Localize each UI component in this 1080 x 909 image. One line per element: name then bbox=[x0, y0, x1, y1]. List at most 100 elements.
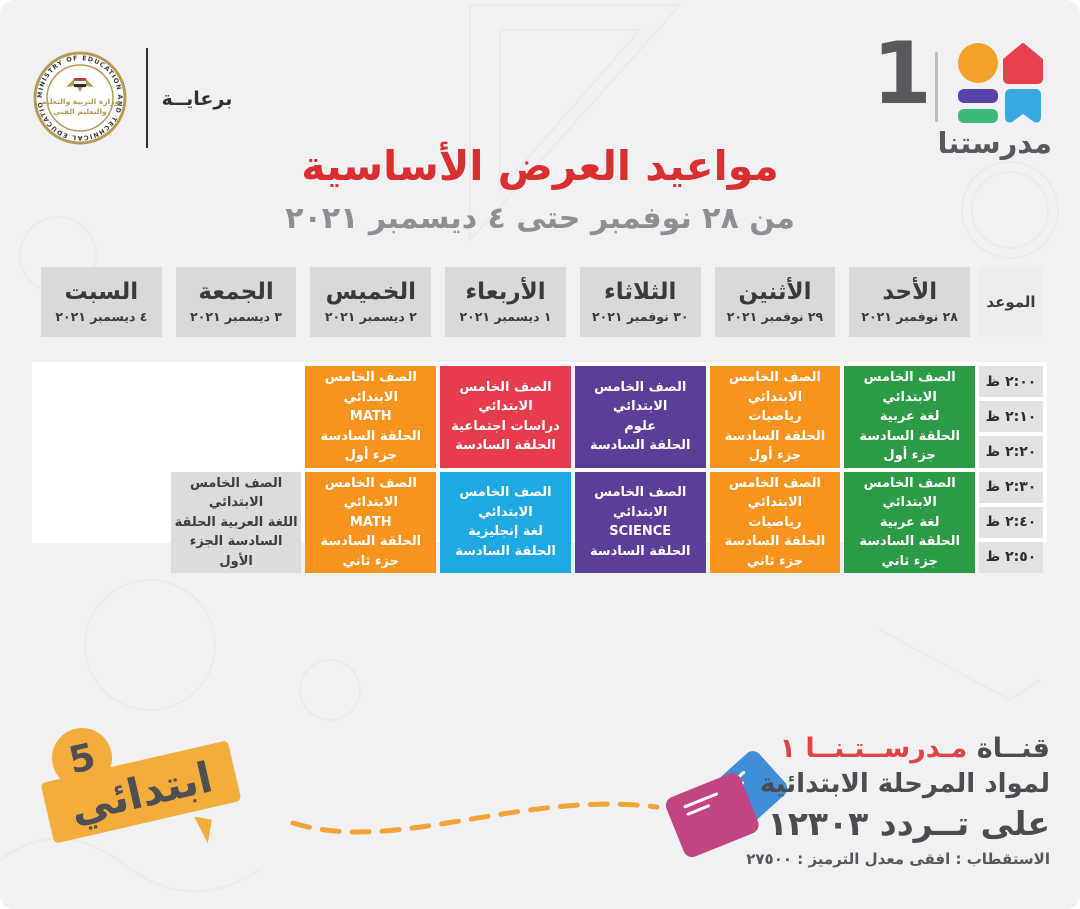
schedule-cell: الصف الخامس الابتدائي MATH الحلقة السادسة ج… bbox=[305, 471, 437, 573]
schedule-cell-line: SCIENCE bbox=[609, 524, 672, 540]
schedule-cell-line: الصف الخامس الابتدائي bbox=[728, 475, 822, 511]
seal-arabic-line2: والتعليم الفني bbox=[53, 107, 107, 116]
page-subtitle: من ٢٨ نوفمبر حتى ٤ ديسمبر ٢٠٢١ bbox=[285, 201, 795, 236]
day-date: ٣ ديسمبر ٢٠٢١ bbox=[190, 308, 283, 324]
schedule-cell-line: جزء أول bbox=[883, 448, 936, 463]
schedule-cell-line: الصف الخامس الابتدائي bbox=[594, 485, 687, 520]
schedule-cell: الصف الخامس الابتدائي SCIENCE الحلقة الساد… bbox=[574, 471, 706, 573]
page-title: مواعيد العرض الأساسية bbox=[301, 142, 779, 190]
schedule-cell-line: الحلقة السادسة bbox=[724, 534, 826, 549]
schedule-cell-empty bbox=[36, 472, 167, 574]
time-slot-group: ٢:٣٠ ظ ٢:٤٠ ظ ٢:٥٠ ظ bbox=[979, 471, 1043, 574]
schedule-cell: الصف الخامس الابتدائي MATH الحلقة السادسة ج… bbox=[305, 366, 437, 468]
day-name: الخميس bbox=[325, 279, 417, 306]
grade-badge-tail bbox=[190, 816, 212, 844]
schedule-cell-line: الحلقة السادسة bbox=[859, 534, 960, 549]
day-name: الجمعة bbox=[198, 279, 274, 306]
schedule-cell-line: لغة عربية bbox=[879, 409, 940, 424]
schedule-cell-line: رياضيات bbox=[748, 514, 802, 530]
schedule-cell: الصف الخامس الابتدائي علوم الحلقة السادسة bbox=[574, 366, 706, 468]
day-header-cell: الأربعاء ١ ديسمبر ٢٠٢١ bbox=[445, 267, 566, 337]
schedule-cell-line: لغة إنجليزية bbox=[468, 524, 543, 540]
schedule-cell-line: السادسة الجزء الأول bbox=[189, 534, 283, 569]
day-header-cell: الخميس ٢ ديسمبر ٢٠٢١ bbox=[310, 267, 432, 337]
madrasetna-logo-icon bbox=[958, 43, 1043, 123]
schedule-cell-line: جزء ثاني bbox=[746, 553, 804, 569]
schedule-cell-line: الحلقة السادسة bbox=[724, 428, 826, 444]
time-slot: ٢:٤٠ ظ bbox=[979, 506, 1043, 538]
schedule-body: ٢:٠٠ ظ ٢:١٠ ظ ٢:٢٠ ظ الصف الخامس الابتدائي ل… bbox=[32, 362, 1047, 574]
schedule-header-row: الموعد الأحد ٢٨ نوفمبر ٢٠٢١ الأثنين ٢٩ نوفم… bbox=[32, 267, 1047, 337]
channel-frequency: على تــردد ١٢٣٠٣ bbox=[767, 804, 1050, 843]
time-slot: ٢:٠٠ ظ bbox=[979, 366, 1043, 398]
schedule-cell-line: رياضيات bbox=[748, 409, 802, 424]
schedule-cell: الصف الخامس الابتدائي اللغة العربية الحلق… bbox=[170, 471, 302, 573]
dashed-line bbox=[290, 801, 660, 835]
schedule-cell-line: الصف الخامس الابتدائي bbox=[594, 379, 687, 415]
time-slot: ٢:٥٠ ظ bbox=[979, 541, 1043, 574]
schedule-cell-line: الحلقة السادسة bbox=[320, 534, 422, 549]
schedule-cell-line: MATH bbox=[349, 514, 392, 530]
time-slot: ٢:٢٠ ظ bbox=[979, 436, 1043, 468]
schedule-cell-line: جزء ثاني bbox=[881, 553, 938, 569]
day-name: السبت bbox=[64, 279, 139, 306]
day-header-cell: السبت ٤ ديسمبر ٢٠٢١ bbox=[41, 267, 162, 337]
time-slot: ٢:١٠ ظ bbox=[979, 401, 1043, 433]
channel-name-red: مـدرســتـنــا ١ bbox=[779, 733, 968, 764]
patronage-divider bbox=[146, 48, 148, 148]
schedule-cell: الصف الخامس الابتدائي لغة إنجليزية الحلقة … bbox=[440, 471, 571, 573]
day-date: ٢٩ نوفمبر ٢٠٢١ bbox=[726, 308, 824, 324]
channel-info-line2: لمواد المرحلة الابتدائية bbox=[760, 769, 1050, 799]
day-name: الأربعاء bbox=[465, 279, 546, 306]
schedule-cell-line: الصف الخامس الابتدائي bbox=[189, 475, 283, 511]
eagle-emblem-icon bbox=[66, 78, 94, 92]
schedule-cell-line: الصف الخامس الابتدائي bbox=[324, 370, 417, 405]
schedule-cell-line: الحلقة السادسة bbox=[455, 543, 556, 559]
day-date: ٢ ديسمبر ٢٠٢١ bbox=[324, 308, 417, 324]
schedule-cell: الصف الخامس الابتدائي دراسات اجتماعية الحل… bbox=[440, 366, 571, 468]
channel-logo-divider bbox=[935, 52, 938, 122]
day-header-cell: الأثنين ٢٩ نوفمبر ٢٠٢١ bbox=[714, 267, 836, 337]
day-name: الثلاثاء bbox=[604, 279, 677, 306]
day-date: ٤ ديسمبر ٢٠٢١ bbox=[55, 308, 148, 324]
time-slot-group: ٢:٠٠ ظ ٢:١٠ ظ ٢:٢٠ ظ bbox=[979, 366, 1043, 468]
schedule-cell-line: جزء أول bbox=[344, 448, 398, 463]
schedule-cell-line: الصف الخامس الابتدائي bbox=[459, 485, 552, 520]
schedule-cell-line: الصف الخامس الابتدائي bbox=[863, 370, 956, 405]
ministry-seal-logo: MINISTRY OF EDUCATION AND TECHNICAL EDUC… bbox=[33, 51, 127, 145]
schedule-cell: الصف الخامس الابتدائي رياضيات الحلقة الساد… bbox=[709, 471, 841, 573]
day-date: ١ ديسمبر ٢٠٢١ bbox=[459, 308, 552, 324]
schedule-cell-line: الحلقة السادسة bbox=[859, 428, 960, 444]
schedule-cell-line: الحلقة السادسة bbox=[455, 438, 556, 454]
schedule-cell-line: الصف الخامس الابتدائي bbox=[728, 370, 822, 405]
schedule-cell-line: لغة عربية bbox=[879, 514, 940, 530]
schedule-cell: الصف الخامس الابتدائي لغة عربية الحلقة الس… bbox=[844, 366, 975, 468]
day-header-cell: الثلاثاء ٣٠ نوفمبر ٢٠٢١ bbox=[579, 267, 701, 337]
schedule-cell-line: اللغة العربية الحلقة bbox=[174, 514, 298, 530]
day-name: الأثنين bbox=[738, 279, 812, 306]
schedule-cell-line: الصف الخامس الابتدائي bbox=[459, 379, 552, 415]
day-date: ٣٠ نوفمبر ٢٠٢١ bbox=[591, 308, 689, 324]
day-header-cell: الجمعة ٣ ديسمبر ٢٠٢١ bbox=[175, 267, 297, 337]
time-slot: ٢:٣٠ ظ bbox=[979, 471, 1043, 503]
schedule-cell-line: جزء أول bbox=[748, 448, 802, 463]
schedule-cell-line: دراسات اجتماعية bbox=[451, 418, 560, 434]
grade-badge: 5 ابتدائي bbox=[40, 722, 255, 852]
schedule-cell-line: MATH bbox=[349, 409, 392, 424]
day-header-cell: الأحد ٢٨ نوفمبر ٢٠٢١ bbox=[849, 267, 970, 337]
seal-arabic-line1: وزارة التربية والتعليم bbox=[41, 97, 120, 106]
schedule-cell: الصف الخامس الابتدائي لغة عربية الحلقة الس… bbox=[844, 471, 975, 573]
schedule-cell: الصف الخامس الابتدائي رياضيات الحلقة الساد… bbox=[709, 366, 841, 468]
schedule-cell-line: الصف الخامس الابتدائي bbox=[324, 475, 417, 511]
channel-number: 1 bbox=[872, 24, 932, 124]
schedule-cell-line: علوم bbox=[624, 418, 657, 434]
channel-info-line1: قنــاة مـدرســتـنــا ١ bbox=[620, 733, 1050, 764]
channel-prefix: قنــاة bbox=[976, 733, 1050, 764]
schedule-cell-line: الحلقة السادسة bbox=[320, 428, 422, 444]
schedule-cell-empty bbox=[171, 366, 302, 468]
channel-polarization: الاستقطاب : افقى معدل الترميز : ٢٧٥٠٠ bbox=[746, 850, 1050, 868]
day-date: ٢٨ نوفمبر ٢٠٢١ bbox=[861, 308, 958, 324]
time-column-header: الموعد bbox=[979, 267, 1043, 337]
day-name: الأحد bbox=[882, 279, 938, 306]
